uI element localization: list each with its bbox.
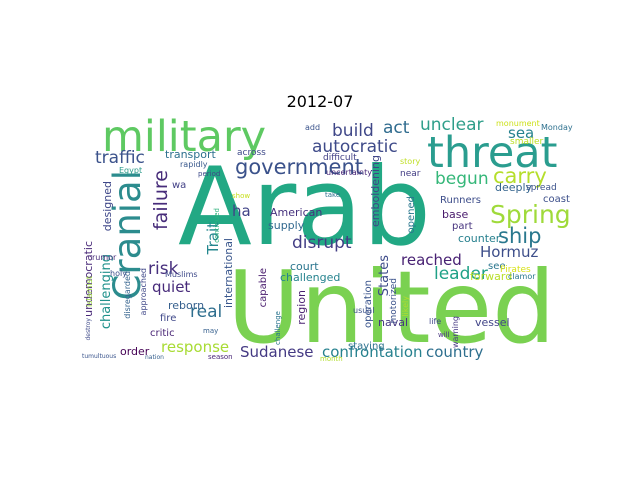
word-ship: ship (498, 224, 542, 248)
word-ha: ha (232, 202, 251, 220)
word-rumor: rumor (92, 253, 117, 262)
word-opened: opened (406, 196, 417, 234)
page-title: 2012-07 (286, 92, 354, 111)
word-capable: capable (258, 268, 269, 308)
word-arab: Arab (178, 145, 432, 270)
word-supply: supply (268, 219, 305, 232)
word-across: across (237, 148, 266, 158)
word-naval: naval (378, 316, 409, 329)
word-coast: coast (543, 194, 570, 205)
word-rapidly: rapidly (180, 160, 208, 169)
word-country: country (426, 343, 484, 361)
word-begun: begun (435, 169, 489, 189)
word-hormuz: Hormuz (480, 243, 539, 261)
word-quiet: quiet (152, 278, 191, 296)
word-staying: staying (348, 341, 385, 352)
word-add: add (305, 123, 321, 132)
word-runners: Runners (440, 195, 481, 206)
word-military: military (102, 112, 267, 162)
word-disregarded: disregarded (123, 271, 132, 319)
word-likely: likely (401, 296, 410, 317)
word-risk: risk (148, 259, 179, 279)
word-warning: warning (451, 316, 460, 349)
word-base: base (442, 208, 469, 221)
word-threat: threat (427, 128, 558, 178)
word-fire: fire (160, 313, 177, 324)
word-may: may (203, 327, 219, 335)
word-region: region (295, 290, 308, 325)
word-smaller: smaller (510, 137, 544, 147)
word-unclear: unclear (420, 115, 484, 135)
word-difficult: difficult (323, 153, 357, 163)
word-vessel: vessel (475, 316, 510, 329)
word-monday: Monday (541, 123, 573, 132)
word-wa: wa (172, 180, 187, 191)
word-destroy: destroy (85, 318, 92, 341)
word-failure: failure (150, 170, 172, 231)
word-season: season (208, 353, 233, 361)
word-operation: operation (363, 280, 374, 329)
word-spread: spread (526, 183, 557, 193)
word-uncertainty: uncertainty (326, 168, 372, 177)
word-near: near (400, 169, 421, 179)
word-spring: Spring (490, 200, 571, 229)
word-counter: counter (458, 232, 501, 245)
word-response: response (161, 338, 230, 356)
word-build: build (332, 121, 374, 141)
word-traffic: traffic (95, 148, 145, 168)
word-reached: reached (401, 251, 462, 269)
word-will: will (438, 331, 450, 339)
word-part: part (452, 221, 473, 232)
word-act: act (383, 118, 410, 138)
word-forward: forward (470, 270, 513, 283)
word-month: month (320, 355, 343, 363)
word-continued: continued (213, 208, 221, 243)
word-carry: carry (493, 164, 547, 188)
word-period: period (198, 170, 221, 178)
word-challenge: challenge (274, 311, 282, 345)
word-take: take (325, 191, 341, 199)
word-deeply: deeply (495, 181, 533, 194)
word-usual: usual (353, 306, 375, 315)
word-real: real (190, 302, 223, 322)
word-story: story (400, 157, 421, 166)
word-disrupt: disrupt (292, 233, 352, 253)
word-cloud: Arab United military threat Cranial gove… (80, 112, 573, 366)
word-challenging: challenging (99, 254, 114, 330)
word-egypt: Egypt (119, 166, 143, 175)
word-confrontation: confrontation (322, 343, 423, 361)
word-government: government (235, 155, 364, 179)
word-clamor: clamor (508, 272, 536, 281)
word-emboldening: emboldening (369, 155, 382, 227)
word-muslims: Muslims (165, 270, 198, 279)
word-approached: approached (139, 268, 148, 316)
word-sudanese: Sudanese (240, 343, 314, 361)
word-reborn: reborn (168, 299, 205, 312)
word-show: show (232, 192, 251, 200)
word-motorized: motorized (389, 278, 399, 324)
word-court: court (290, 260, 319, 273)
word-autocratic: autocratic (312, 137, 398, 157)
word-international: international (222, 238, 235, 309)
word-american: American (270, 206, 323, 219)
word-designed: designed (101, 181, 114, 232)
word-critic: critic (150, 328, 175, 339)
word-united: United (227, 249, 556, 366)
word-order: order (120, 345, 150, 358)
word-life: life (429, 317, 442, 326)
word-challenged: challenged (280, 271, 341, 284)
word-tumultuous: tumultuous (82, 353, 117, 360)
word-nation: nation (145, 354, 164, 361)
word-monument: monument (496, 119, 540, 128)
word-sea: sea (508, 124, 535, 142)
word-holy: holy (110, 269, 127, 278)
word-leader: leader (434, 264, 488, 284)
word-transport: transport (165, 148, 216, 161)
word-pirates: Pirates (500, 265, 531, 275)
word-islamist: Islamist (85, 276, 94, 307)
word-see: see (488, 261, 506, 272)
